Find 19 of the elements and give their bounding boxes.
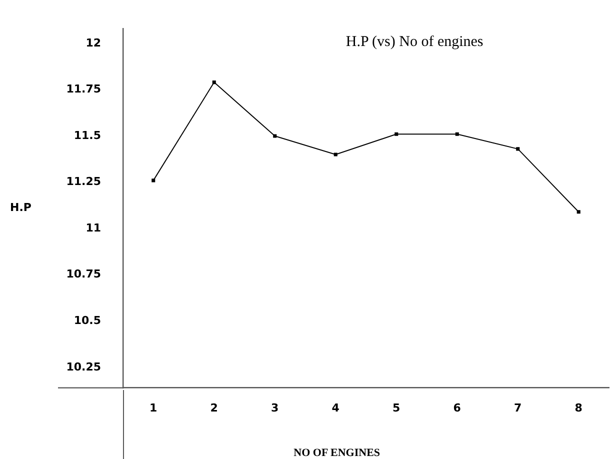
y-tick-label: 11.75 (66, 82, 101, 96)
x-tick-label: 2 (210, 401, 218, 414)
x-tick-label: 3 (271, 401, 279, 414)
y-tick-label: 11.5 (74, 128, 101, 142)
x-tick-label: 6 (453, 401, 462, 414)
y-tick-label: 10.5 (74, 314, 101, 328)
x-tick-label: 4 (332, 401, 340, 414)
x-tick-label: 5 (392, 401, 400, 414)
x-tick-label: 1 (150, 401, 158, 414)
y-tick-label: 11.25 (66, 175, 101, 188)
y-tick-label: 10.25 (66, 360, 101, 374)
y-tick-label: 11 (86, 221, 101, 234)
y-tick-label: 12 (86, 36, 101, 50)
y-tick-label: 10.75 (66, 268, 101, 281)
x-axis-title: NO OF ENGINES (294, 446, 380, 459)
chart-title: H.P (vs) No of engines (346, 34, 484, 50)
x-tick-label: 7 (514, 401, 522, 414)
y-axis-title: H.P (10, 201, 32, 214)
x-tick-label: 8 (574, 401, 582, 414)
